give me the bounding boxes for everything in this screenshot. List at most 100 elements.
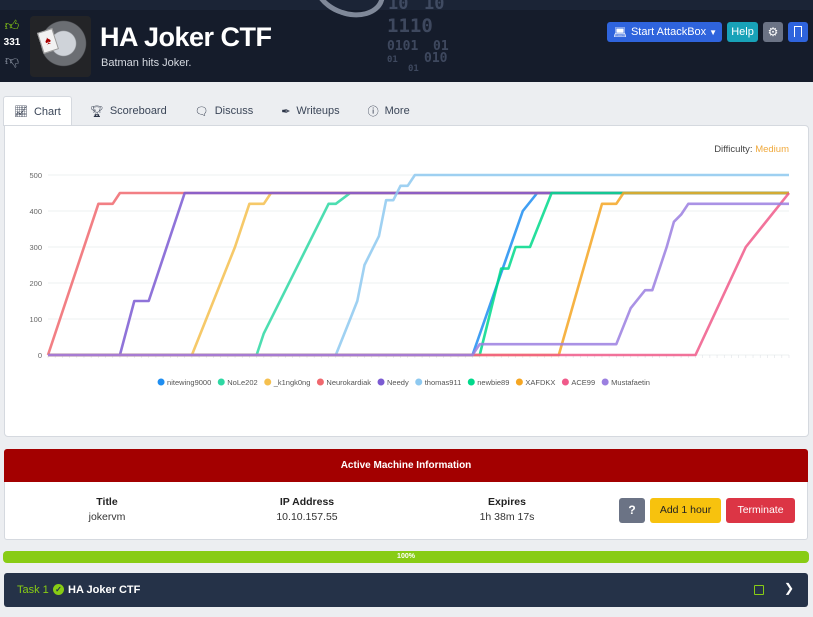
machine-title-col: Title jokervm [27, 496, 187, 523]
legend-marker[interactable] [561, 378, 569, 386]
chart-icon: 📈︎ [14, 106, 28, 118]
header-binary-text: 10 [424, 0, 445, 14]
task-number: Task 1 [17, 584, 49, 596]
start-attackbox-label: Start AttackBox [630, 26, 707, 38]
bookmark-button[interactable] [788, 22, 808, 42]
machine-help-button[interactable]: ? [619, 498, 645, 523]
chevron-down-icon[interactable]: ❯ [784, 581, 795, 595]
legend-label[interactable]: NoLe202 [227, 378, 257, 387]
chart-series-line [48, 191, 789, 357]
chart-y-tick-label: 400 [29, 207, 42, 216]
caret-down-icon: ▼ [709, 27, 717, 37]
legend-label[interactable]: XAFDKX [525, 378, 555, 387]
room-progress-bar: 100% [3, 551, 809, 563]
legend-label[interactable]: nitewing9000 [167, 378, 211, 387]
room-tabs: 📈︎ Chart 🏆︎ Scoreboard 🗨︎ Discuss ✒︎ Wri… [3, 96, 428, 126]
machine-ip-col: IP Address 10.10.157.55 [227, 496, 387, 523]
legend-marker[interactable] [377, 378, 385, 386]
vote-widget: 👍︎ 331 👎︎ [0, 18, 24, 67]
header-binary-text: 10 [388, 0, 409, 14]
laptop-icon: 💻︎ [613, 26, 627, 39]
chart-series-line [48, 173, 789, 357]
chart-y-tick-label: 100 [29, 315, 42, 324]
legend-label[interactable]: _k1ngk0ng [273, 378, 311, 387]
legend-marker[interactable] [316, 378, 324, 386]
legend-marker[interactable] [601, 378, 609, 386]
tab-scoreboard[interactable]: 🏆︎ Scoreboard [80, 96, 177, 126]
task-1-header[interactable]: Task 1 ✓ HA Joker CTF ❯ [4, 573, 808, 607]
trophy-icon: 🏆︎ [89, 105, 104, 118]
thumbs-up-icon[interactable]: 👍︎ [4, 17, 20, 33]
tab-label: Chart [33, 105, 61, 118]
legend-marker[interactable] [415, 378, 423, 386]
expires-value: 1h 38m 17s [479, 511, 535, 523]
tab-more[interactable]: ⓘ︎ More [358, 96, 420, 126]
legend-label[interactable]: newbie89 [477, 378, 509, 387]
tab-label: More [384, 105, 410, 117]
machine-expires-col: Expires 1h 38m 17s [427, 496, 587, 523]
difficulty-label: Difficulty: [714, 144, 753, 155]
legend-label[interactable]: Neurokardiak [326, 378, 371, 387]
add-hour-button[interactable]: Add 1 hour [650, 498, 721, 523]
difficulty-indicator: Difficulty: Medium [714, 144, 789, 155]
machine-title-value: jokervm [88, 511, 126, 523]
ip-address-value[interactable]: 10.10.157.55 [276, 511, 338, 523]
joker-card-icon: ♠ [36, 28, 60, 54]
start-attackbox-button[interactable]: 💻︎ Start AttackBox ▼ [607, 22, 722, 42]
room-header: 10 10 1110 0101 01 01 010 01 👍︎ 331 👎︎ ♠… [0, 0, 813, 82]
chart-y-tick-label: 200 [29, 279, 42, 288]
legend-marker[interactable] [217, 378, 225, 386]
tab-chart[interactable]: 📈︎ Chart [3, 96, 72, 126]
terminate-button[interactable]: Terminate [726, 498, 795, 523]
legend-label[interactable]: ACE99 [571, 378, 595, 387]
header-top-stripe [0, 0, 813, 10]
tab-writeups[interactable]: ✒︎ Writeups [271, 96, 349, 126]
tab-label: Writeups [296, 105, 340, 117]
header-binary-text: 0101 [387, 39, 419, 54]
legend-marker[interactable] [157, 378, 165, 386]
info-icon: ⓘ︎ [367, 106, 379, 118]
chart-panel: Difficulty: Medium 0 100 200 300 400 500 nitew… [4, 125, 809, 437]
legend-label[interactable]: Needy [387, 378, 409, 387]
active-machine-panel: Title jokervm IP Address 10.10.157.55 Ex… [4, 482, 808, 540]
chart-series-line [48, 191, 789, 357]
room-image: ♠ [30, 16, 91, 77]
tab-label: Discuss [214, 105, 254, 117]
tab-label: Scoreboard [109, 105, 167, 117]
notes-icon[interactable] [754, 585, 764, 595]
room-title: HA Joker CTF [100, 22, 272, 52]
chart-series-line [48, 202, 789, 357]
legend-marker[interactable] [264, 378, 272, 386]
ip-address-label: IP Address [279, 496, 335, 508]
pen-icon: ✒︎ [281, 105, 291, 118]
comments-icon: 🗨︎ [194, 105, 209, 118]
vote-count: 331 [3, 37, 21, 48]
header-binary-text: 01 [408, 64, 419, 74]
header-binary-text: 01 [433, 39, 449, 54]
progress-fill: 100% [3, 551, 809, 563]
header-binary-text: 1110 [387, 15, 433, 37]
score-chart: 0 100 200 300 400 500 nitewing9000 NoLe202 _k1ng… [29, 171, 791, 387]
expires-label: Expires [488, 496, 526, 508]
thumbs-down-icon[interactable]: 👎︎ [4, 52, 20, 68]
help-button[interactable]: Help [727, 22, 758, 42]
legend-marker[interactable] [515, 378, 523, 386]
settings-button[interactable]: ⚙︎ [763, 22, 783, 42]
tab-discuss[interactable]: 🗨︎ Discuss [185, 96, 263, 126]
header-binary-text: 010 [424, 51, 448, 66]
legend-label[interactable]: thomas911 [425, 378, 462, 387]
check-circle-icon: ✓ [53, 584, 64, 595]
room-subtitle: Batman hits Joker. [101, 57, 192, 69]
active-machine-heading: Active Machine Information [4, 449, 808, 482]
chart-y-tick-label: 300 [29, 243, 42, 252]
task-title: HA Joker CTF [68, 584, 141, 596]
machine-title-label: Title [96, 496, 118, 508]
chart-y-tick-label: 0 [38, 351, 42, 360]
legend-marker[interactable] [467, 378, 475, 386]
chart-y-tick-label: 500 [29, 171, 42, 180]
header-binary-text: 01 [387, 55, 398, 65]
gear-icon: ⚙︎ [767, 25, 779, 39]
bookmark-icon [794, 26, 802, 37]
legend-label[interactable]: Mustafaetin [611, 378, 650, 387]
difficulty-value: Medium [755, 144, 789, 155]
